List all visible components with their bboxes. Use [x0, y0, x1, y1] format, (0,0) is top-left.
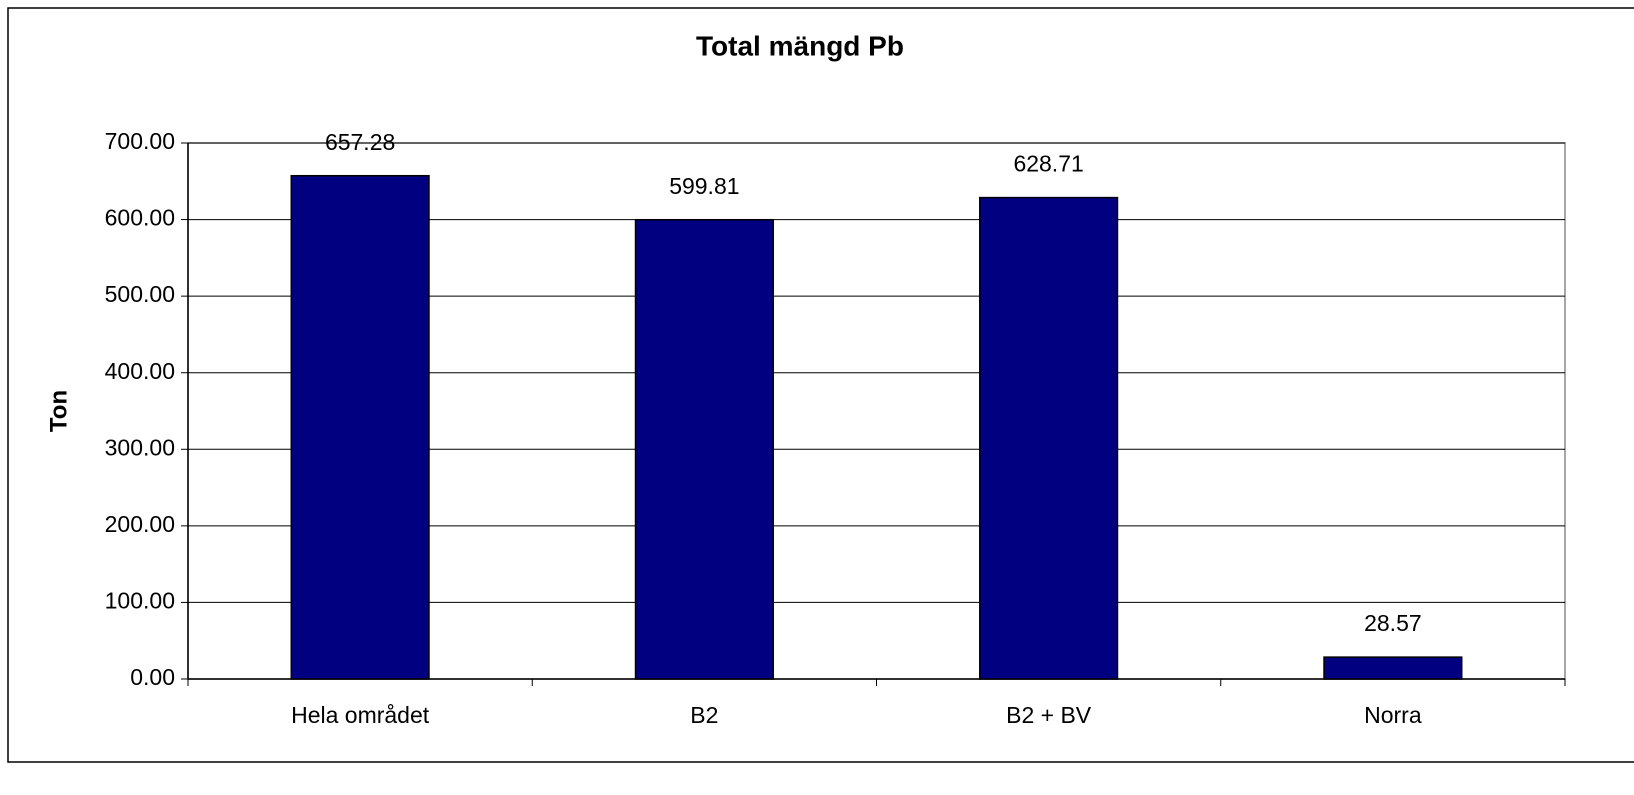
value-label: 657.28 — [325, 129, 395, 155]
value-label: 628.71 — [1013, 151, 1083, 177]
y-axis-label: Ton — [45, 390, 72, 432]
y-tick-label: 300.00 — [105, 434, 175, 460]
y-tick-label: 400.00 — [105, 358, 175, 384]
bar — [1323, 656, 1463, 680]
chart-title: Total mängd Pb — [696, 30, 904, 61]
x-tick-label: B2 + BV — [1006, 702, 1092, 728]
y-tick-label: 600.00 — [105, 205, 175, 231]
y-tick-label: 0.00 — [130, 664, 175, 690]
bar — [979, 196, 1119, 680]
y-tick-label: 100.00 — [105, 588, 175, 614]
value-label: 28.57 — [1364, 610, 1422, 636]
chart-border — [7, 7, 1634, 763]
y-tick-label: 500.00 — [105, 281, 175, 307]
x-tick-label: Hela området — [291, 702, 430, 728]
y-tick-label: 200.00 — [105, 511, 175, 537]
value-label: 599.81 — [669, 173, 739, 199]
bar — [290, 174, 430, 680]
x-tick-label: Norra — [1364, 702, 1422, 728]
x-tick-label: B2 — [690, 702, 718, 728]
y-tick-label: 700.00 — [105, 128, 175, 154]
bar — [634, 218, 774, 680]
